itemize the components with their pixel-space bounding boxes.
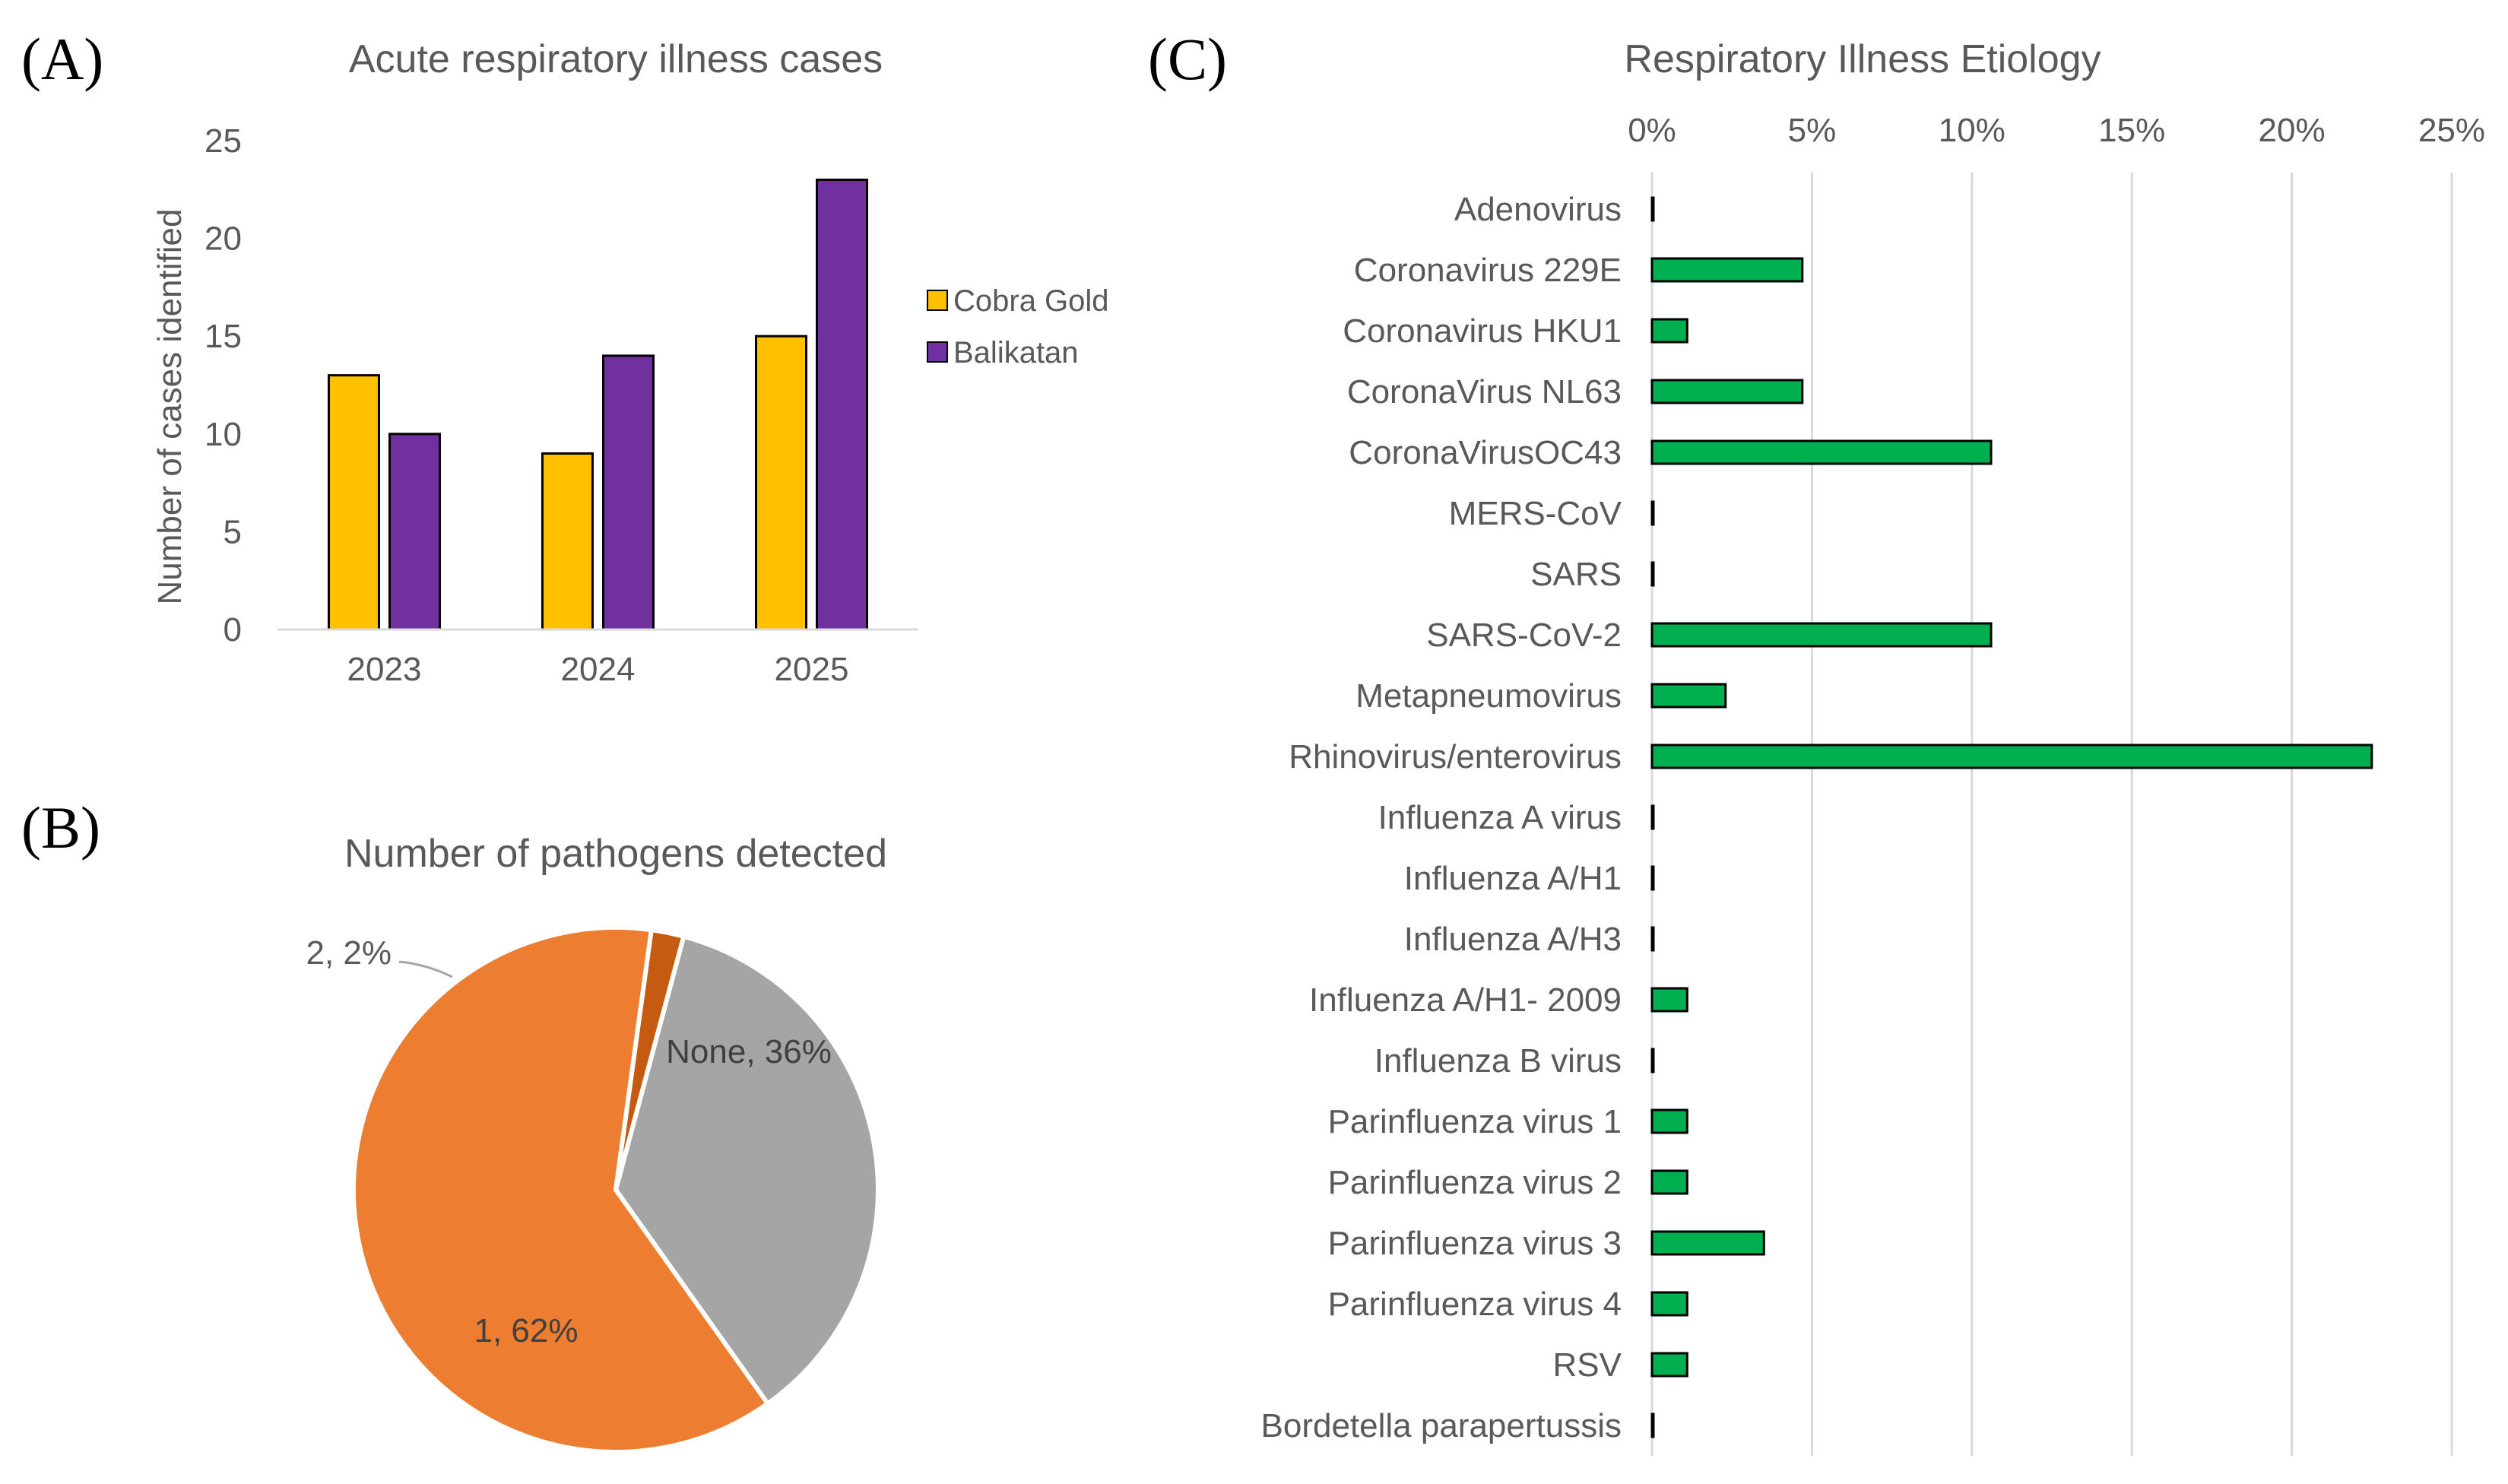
chart-c-category-label: Influenza A/H1 [1404,860,1622,897]
etiology-bar-influenza-a-h1 [1650,865,1655,891]
chart-c-category-label: Adenovirus [1454,191,1622,228]
chart-c-category-label: CoronaVirusOC43 [1349,434,1622,471]
chart-a-ytick-label: 25 [205,122,242,160]
chart-c-category-label: Influenza A virus [1378,799,1622,836]
chart-c-category-label: Metapneumovirus [1355,677,1622,715]
chart-a-xtick-label: 2025 [775,651,849,688]
chart-c-xtick-label: 5% [1788,112,1837,149]
etiology-bar-parinfluenza-virus-1 [1650,1108,1688,1134]
bar-balikatan-2024 [602,354,655,631]
pie-chart-pathogens: Number of pathogens detected None, 36% 1,… [306,832,887,1454]
etiology-bar-influenza-a-h3 [1650,926,1655,952]
chart-c-category-label: SARS-CoV-2 [1426,617,1622,654]
chart-a-ytick-label: 10 [205,416,242,453]
chart-c-category-label: SARS [1530,556,1622,593]
legend-swatch-cobra-gold [927,290,948,311]
chart-a-xtick-label: 2023 [347,651,422,688]
etiology-bar-parinfluenza-virus-3 [1650,1230,1765,1256]
bar-cobra-gold-2025 [755,335,807,631]
chart-c-category-label: CoronaVirus NL63 [1347,373,1622,411]
pie-slice-2 [614,928,686,1192]
etiology-bar-coronavirus-229e [1650,257,1804,283]
legend-label-balikatan: Balikatan [953,336,1079,369]
etiology-bar-influenza-a-virus [1650,804,1655,830]
pie-slice-1 [351,924,770,1454]
chart-a-xtick-label: 2024 [561,651,636,688]
chart-a-ylabel: Number of cases identified [151,209,189,605]
bar-balikatan-2025 [816,178,868,631]
chart-c-title: Respiratory Illness Etiology [1624,37,2101,81]
chart-c-category-label: RSV [1553,1346,1622,1384]
etiology-bar-bordetella-parapertussis [1650,1413,1655,1438]
chart-c-category-label: MERS-CoV [1449,495,1622,532]
panel-label-a: (A) [21,26,103,92]
panel-label-b: (B) [21,794,100,861]
chart-c-category-label: Bordetella parapertussis [1261,1407,1622,1444]
legend-label-cobra-gold: Cobra Gold [953,284,1109,318]
chart-c-category-label: Rhinovirus/enterovirus [1289,738,1622,775]
chart-c-category-label: Parinfluenza virus 3 [1328,1225,1622,1262]
chart-c-category-label: Parinfluenza virus 1 [1328,1103,1622,1140]
etiology-bar-adenovirus [1650,196,1655,222]
chart-c-category-label: Coronavirus 229E [1354,252,1622,289]
etiology-bar-coronavirus-hku1 [1650,318,1688,344]
etiology-bar-sars-cov-2 [1650,622,1993,648]
chart-a-ytick-label: 15 [205,318,242,355]
chart-c-category-label: Influenza A/H3 [1404,921,1622,958]
chart-b-title: Number of pathogens detected [344,832,887,876]
chart-c-category-label: Influenza A/H1- 2009 [1309,981,1622,1019]
chart-c-category-label: Coronavirus HKU1 [1343,312,1622,350]
chart-c-xtick-label: 10% [1939,112,2005,149]
pie-label-2: 2, 2% [306,934,392,972]
etiology-bar-sars [1650,561,1655,587]
etiology-bar-mers-cov [1650,500,1655,526]
panel-label-c: (C) [1148,26,1227,92]
bar-chart-etiology: Respiratory Illness Etiology 0% 5% 10% 15% 2… [1261,37,2485,1456]
chart-a-ytick-label: 20 [205,220,242,258]
etiology-bar-coronavirusoc43 [1650,439,1993,465]
pie-slice-none [614,934,880,1406]
etiology-bar-parinfluenza-virus-2 [1650,1169,1688,1195]
chart-c-xtick-label: 0% [1628,112,1676,149]
chart-c-category-label: Parinfluenza virus 2 [1328,1164,1622,1201]
chart-c-category-label: Influenza B virus [1374,1042,1622,1080]
etiology-bar-metapneumovirus [1650,683,1727,709]
legend-swatch-balikatan [927,341,948,363]
chart-c-xtick-label: 20% [2259,112,2326,149]
bar-balikatan-2023 [388,433,441,631]
etiology-bar-influenza-a-h1-2009 [1650,987,1688,1013]
pie-label-1: 1, 62% [474,1312,579,1349]
chart-a-title: Acute respiratory illness cases [349,37,883,81]
chart-c-xtick-label: 25% [2418,112,2485,149]
etiology-bar-coronavirus-nl63 [1650,379,1804,404]
etiology-bar-rsv [1650,1352,1688,1378]
etiology-bar-influenza-b-virus [1650,1048,1655,1073]
chart-a-legend: Cobra Gold Balikatan [927,284,1109,369]
etiology-bar-parinfluenza-virus-4 [1650,1291,1688,1317]
chart-c-xtick-label: 15% [2098,112,2165,149]
chart-a-ytick-label: 5 [224,513,242,550]
etiology-bar-rhinovirus-enterovirus [1650,744,2373,769]
bar-chart-cases: Acute respiratory illness cases Number o… [151,37,1109,688]
chart-c-category-label: Parinfluenza virus 4 [1328,1286,1622,1323]
bar-cobra-gold-2023 [328,374,380,631]
pie-label-none: None, 36% [666,1033,832,1070]
chart-a-ytick-label: 0 [224,611,242,648]
bar-cobra-gold-2024 [541,452,594,631]
pie-leader-line [398,960,453,978]
